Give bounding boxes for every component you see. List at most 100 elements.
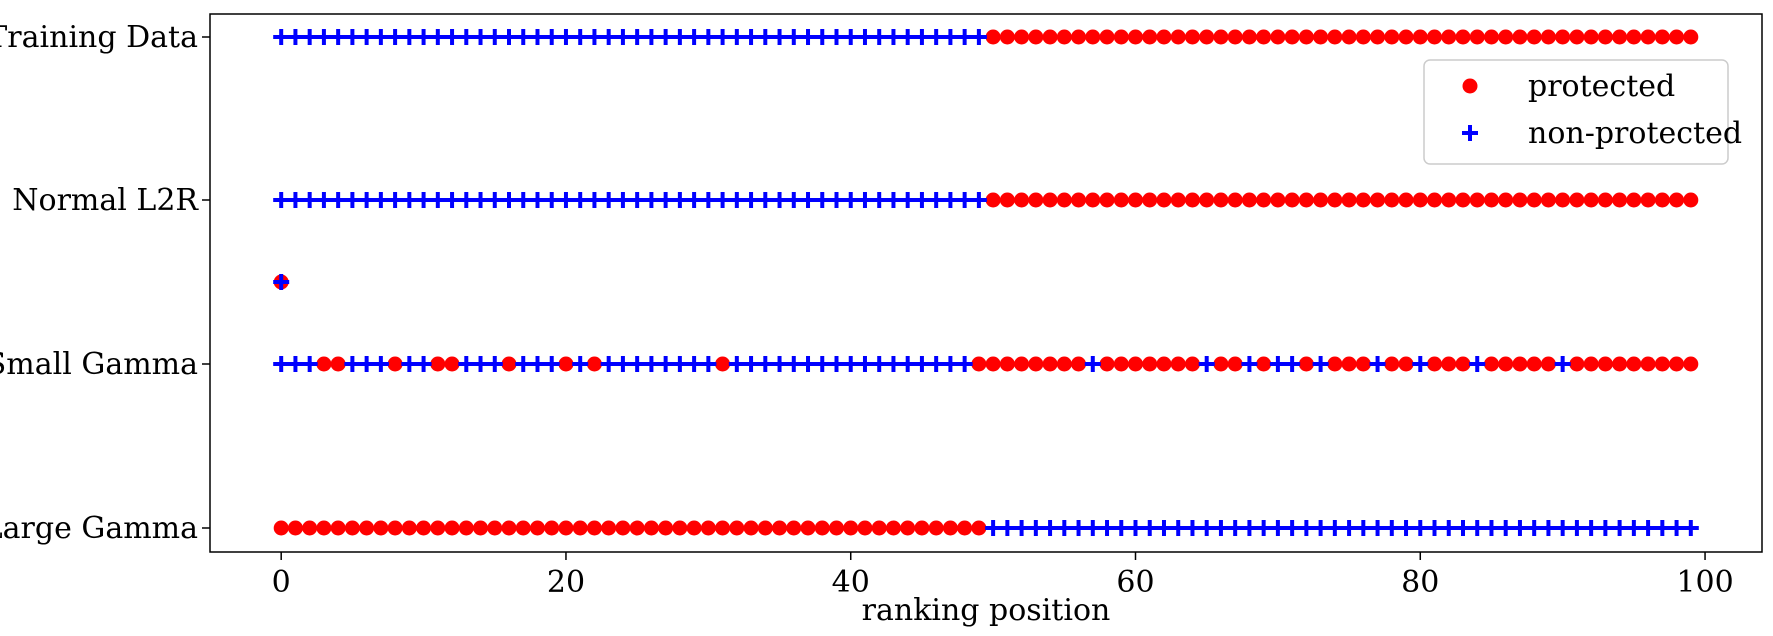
protected-point — [828, 520, 844, 536]
non-protected-point — [501, 29, 518, 45]
protected-point — [529, 520, 545, 536]
non-protected-point — [700, 29, 717, 45]
y-tick-label: Large Gamma — [0, 511, 198, 546]
non-protected-point — [1084, 520, 1101, 536]
non-protected-point — [1412, 356, 1429, 372]
protected-point — [1612, 29, 1628, 45]
non-protected-point — [1554, 520, 1571, 536]
non-protected-point — [657, 29, 674, 45]
protected-point — [1341, 29, 1357, 45]
non-protected-point — [885, 192, 902, 208]
protected-point — [1427, 356, 1443, 372]
non-protected-point — [444, 29, 461, 45]
non-protected-point — [315, 192, 332, 208]
protected-point — [629, 520, 645, 536]
non-protected-point — [671, 29, 688, 45]
x-tick-label: 60 — [1116, 565, 1154, 600]
protected-point — [985, 356, 1001, 372]
non-protected-point — [1583, 520, 1600, 536]
protected-point — [843, 520, 859, 536]
protected-point — [1597, 356, 1613, 372]
non-protected-point — [643, 29, 660, 45]
non-protected-point — [743, 29, 760, 45]
protected-point — [1427, 192, 1443, 208]
non-protected-point — [401, 356, 418, 372]
protected-point — [1469, 29, 1485, 45]
protected-point — [1170, 29, 1186, 45]
protected-point — [643, 520, 659, 536]
protected-point — [1583, 356, 1599, 372]
protected-point — [871, 520, 887, 536]
protected-point — [1014, 356, 1030, 372]
protected-point — [330, 356, 346, 372]
protected-point — [729, 520, 745, 536]
non-protected-point — [529, 356, 546, 372]
protected-point — [1626, 192, 1642, 208]
non-protected-point — [1013, 520, 1030, 536]
protected-point — [1199, 29, 1215, 45]
non-protected-point — [586, 29, 603, 45]
non-protected-point — [942, 192, 959, 208]
non-protected-point — [842, 29, 859, 45]
non-protected-point — [515, 356, 532, 372]
protected-point — [1284, 29, 1300, 45]
non-protected-point — [372, 192, 389, 208]
protected-point — [1071, 356, 1087, 372]
protected-point — [1085, 192, 1101, 208]
non-protected-point — [629, 356, 646, 372]
non-protected-point — [287, 356, 304, 372]
protected-point — [743, 520, 759, 536]
non-protected-point — [856, 29, 873, 45]
protected-point — [857, 520, 873, 536]
outlier-non-protected-point — [273, 274, 290, 290]
non-protected-point — [842, 192, 859, 208]
protected-point — [1398, 356, 1414, 372]
protected-point — [1298, 192, 1314, 208]
protected-point — [1113, 29, 1129, 45]
protected-point — [1583, 29, 1599, 45]
protected-point — [1270, 29, 1286, 45]
non-protected-point — [1611, 520, 1628, 536]
x-axis-title: ranking position — [862, 593, 1111, 628]
protected-point — [1654, 29, 1670, 45]
non-protected-point — [301, 192, 318, 208]
protected-point — [757, 520, 773, 536]
non-protected-point — [757, 192, 774, 208]
non-protected-point — [486, 192, 503, 208]
protected-point — [928, 520, 944, 536]
protected-point — [1455, 356, 1471, 372]
non-protected-point — [429, 192, 446, 208]
non-protected-point — [899, 192, 916, 208]
protected-point — [1042, 356, 1058, 372]
non-protected-point — [387, 29, 404, 45]
non-protected-point — [913, 29, 930, 45]
non-protected-point — [301, 356, 318, 372]
protected-point — [1498, 192, 1514, 208]
non-protected-point — [1497, 520, 1514, 536]
non-protected-point — [686, 356, 703, 372]
non-protected-point — [1398, 520, 1415, 536]
protected-point — [1640, 29, 1656, 45]
protected-point — [1412, 192, 1428, 208]
protected-point — [999, 356, 1015, 372]
protected-point — [1597, 192, 1613, 208]
non-protected-point — [856, 356, 873, 372]
protected-point — [1683, 192, 1699, 208]
non-protected-point — [600, 356, 617, 372]
protected-point — [1313, 29, 1329, 45]
non-protected-point — [1640, 520, 1657, 536]
protected-point — [1298, 29, 1314, 45]
non-protected-point — [871, 192, 888, 208]
protected-point — [1327, 356, 1343, 372]
non-protected-point — [700, 356, 717, 372]
protected-point — [1071, 192, 1087, 208]
non-protected-point — [1027, 520, 1044, 536]
non-protected-point — [372, 356, 389, 372]
protected-point — [444, 356, 460, 372]
non-protected-point — [1212, 520, 1229, 536]
non-protected-point — [1412, 520, 1429, 536]
non-protected-point — [415, 29, 432, 45]
non-protected-point — [1469, 520, 1486, 536]
non-protected-point — [1625, 520, 1642, 536]
protected-point — [1555, 29, 1571, 45]
